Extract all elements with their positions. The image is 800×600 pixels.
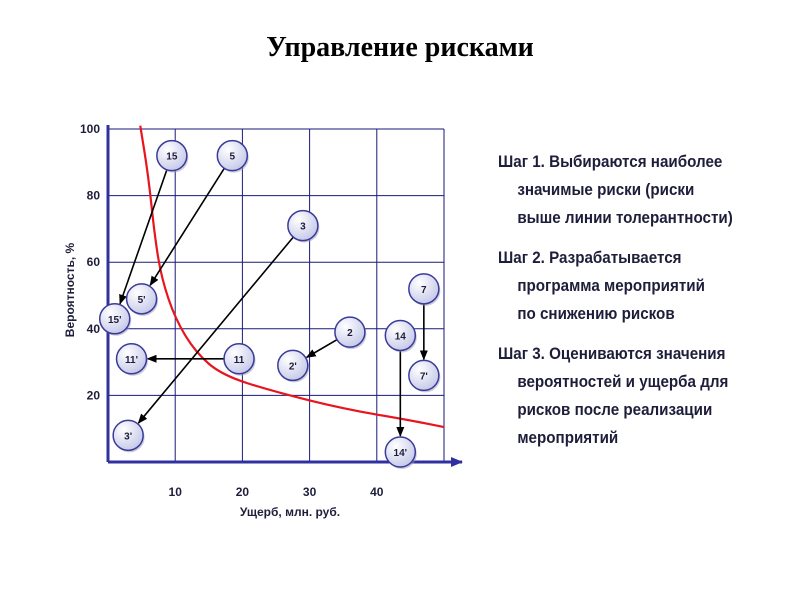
step-3: Шаг 3. Оцениваются значения вероятностей… xyxy=(498,340,778,452)
y-tick-label: 20 xyxy=(87,388,101,402)
arrow-2 xyxy=(305,338,338,359)
x-tick-label: 30 xyxy=(303,485,317,499)
step-line: Шаг 1. Выбираются наиболее xyxy=(498,153,723,171)
step-2: Шаг 2. Разрабатывается программа меропри… xyxy=(498,244,778,328)
y-tick-label: 100 xyxy=(80,122,100,136)
point-label: 5' xyxy=(138,295,146,306)
risk-point: 14 xyxy=(384,319,417,353)
arrow-5 xyxy=(149,167,225,287)
risk-point: 7' xyxy=(408,359,441,393)
step-line: рисков после реализации xyxy=(517,401,713,419)
risk-point: 3' xyxy=(112,419,145,453)
step-line: выше линии толерантности) xyxy=(517,209,733,227)
point-circle xyxy=(287,209,319,242)
x-tick-label: 10 xyxy=(169,485,183,499)
steps-text: Шаг 1. Выбираются наиболее значимые риск… xyxy=(498,148,778,464)
tolerance-curve xyxy=(139,125,445,429)
x-tick-label: 40 xyxy=(370,485,384,499)
risk-point: 2' xyxy=(277,349,310,383)
point-label: 15 xyxy=(166,152,178,163)
point-circle xyxy=(408,273,440,305)
tolerance-curve-layer xyxy=(139,125,445,429)
risk-point: 3 xyxy=(287,209,320,243)
step-line: Шаг 3. Оцениваются значения xyxy=(498,345,726,363)
point-label: 7 xyxy=(421,285,427,296)
y-tick-label: 60 xyxy=(87,255,101,269)
chart-grid xyxy=(108,128,445,462)
point-label: 2' xyxy=(289,361,297,372)
y-tick-label: 40 xyxy=(87,322,101,336)
step-line: мероприятий xyxy=(517,429,619,447)
risk-point: 11' xyxy=(115,343,149,376)
point-circle xyxy=(384,319,417,352)
y-tick-label: 80 xyxy=(87,189,101,203)
point-label: 2 xyxy=(347,328,353,339)
arrow-15 xyxy=(119,169,168,305)
point-label: 11 xyxy=(234,355,245,366)
point-circle xyxy=(408,359,440,392)
point-label: 15' xyxy=(108,315,122,326)
step-1: Шаг 1. Выбираются наиболее значимые риск… xyxy=(498,148,778,232)
step-line: по снижению рисков xyxy=(517,305,675,323)
step-line: программа мероприятий xyxy=(517,277,705,295)
risk-point: 11 xyxy=(223,343,256,376)
x-axis-label: Ущерб, млн. руб. xyxy=(240,505,340,519)
arrows-layer xyxy=(119,167,428,438)
point-circle xyxy=(277,349,309,382)
risk-point: 5' xyxy=(125,283,159,316)
point-circle xyxy=(384,436,417,468)
page-title: Управление рисками xyxy=(266,32,534,63)
step-line: вероятностей и ущерба для xyxy=(517,373,729,391)
point-circle xyxy=(156,139,188,172)
point-circle xyxy=(334,316,366,348)
point-circle xyxy=(115,343,148,375)
step-line: Шаг 2. Разрабатывается xyxy=(498,249,682,267)
point-circle xyxy=(98,303,131,335)
arrow-3 xyxy=(137,236,294,424)
point-label: 3 xyxy=(300,222,306,233)
point-circle xyxy=(125,283,158,315)
point-label: 3' xyxy=(124,431,132,442)
point-circle xyxy=(112,419,144,452)
point-label: 5 xyxy=(230,152,236,163)
point-circle xyxy=(223,343,255,375)
point-label: 14' xyxy=(394,448,408,459)
risk-point: 5 xyxy=(216,139,249,173)
risk-point: 7 xyxy=(408,273,441,306)
step-line: значимые риски (риски xyxy=(517,181,695,199)
x-tick-label: 20 xyxy=(236,485,250,499)
point-label: 14 xyxy=(395,331,407,342)
risk-point: 14' xyxy=(384,436,417,470)
risk-point: 15 xyxy=(156,139,189,173)
risk-point: 15' xyxy=(98,303,132,336)
point-circle xyxy=(216,139,249,172)
risk-point: 2 xyxy=(334,316,367,350)
point-label: 11' xyxy=(125,355,138,366)
point-label: 7' xyxy=(420,371,428,382)
points-layer: 15 5 3 7 2 14 11 15' 5' 11' 2' 7' 3' 14' xyxy=(98,139,441,470)
y-axis-label: Вероятность, % xyxy=(63,242,77,337)
